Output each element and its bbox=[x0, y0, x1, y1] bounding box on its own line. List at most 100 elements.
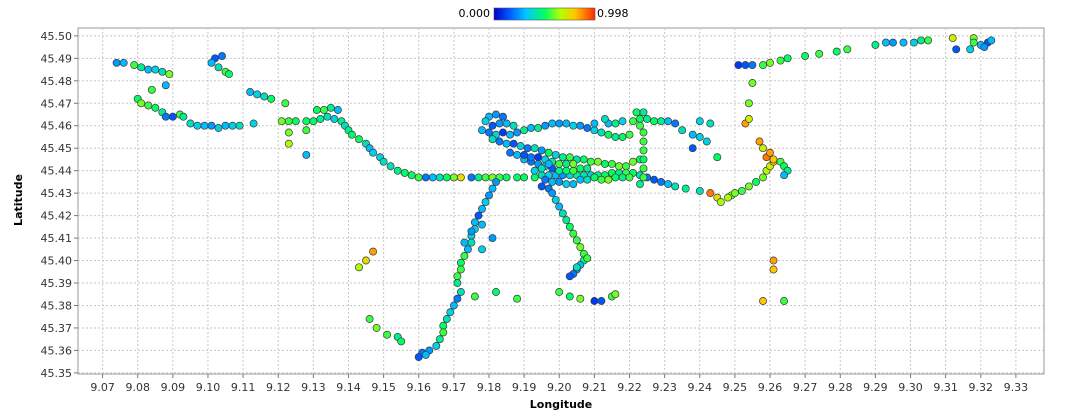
x-axis-title: Longitude bbox=[530, 398, 592, 411]
data-point bbox=[316, 115, 325, 123]
data-point bbox=[952, 45, 961, 54]
plot-area bbox=[77, 27, 1045, 375]
data-point bbox=[744, 99, 753, 108]
data-point bbox=[695, 117, 704, 126]
data-point bbox=[600, 115, 609, 123]
data-point bbox=[309, 117, 318, 126]
data-point bbox=[474, 211, 483, 220]
data-point bbox=[576, 294, 585, 303]
data-point bbox=[706, 119, 715, 128]
data-point bbox=[478, 204, 486, 213]
data-point bbox=[474, 173, 483, 182]
data-point bbox=[555, 159, 564, 168]
data-point bbox=[369, 247, 378, 256]
data-point bbox=[165, 70, 174, 79]
data-point bbox=[671, 182, 680, 191]
data-point bbox=[681, 184, 690, 193]
data-point bbox=[562, 166, 571, 175]
x-tick-label: 9.22 bbox=[617, 381, 642, 394]
data-point bbox=[362, 256, 370, 265]
data-point bbox=[414, 173, 423, 182]
data-point bbox=[456, 173, 465, 182]
x-tick-label: 9.32 bbox=[969, 381, 994, 394]
data-point bbox=[555, 119, 564, 128]
y-tick-label: 45.47 bbox=[41, 97, 73, 110]
data-point bbox=[801, 52, 810, 61]
y-tick-label: 45.35 bbox=[41, 367, 73, 380]
data-point bbox=[597, 128, 606, 137]
data-point bbox=[302, 150, 311, 159]
y-tick-label: 45.46 bbox=[41, 120, 73, 133]
data-point bbox=[569, 159, 578, 168]
data-point bbox=[759, 173, 767, 182]
data-point bbox=[137, 63, 146, 72]
data-point bbox=[481, 198, 490, 207]
data-point bbox=[435, 335, 444, 344]
data-point bbox=[597, 175, 606, 184]
data-point bbox=[355, 263, 363, 272]
data-point bbox=[611, 290, 620, 299]
data-point bbox=[706, 189, 715, 198]
data-point bbox=[569, 121, 578, 130]
x-tick-label: 9.15 bbox=[371, 381, 396, 394]
data-point bbox=[513, 150, 522, 159]
y-tick-label: 45.37 bbox=[41, 322, 73, 335]
data-point bbox=[168, 112, 177, 121]
data-point bbox=[249, 119, 258, 128]
data-point bbox=[509, 121, 518, 130]
data-point bbox=[639, 155, 648, 164]
data-point bbox=[414, 353, 423, 362]
data-point bbox=[530, 144, 539, 153]
data-point bbox=[453, 279, 462, 287]
data-point bbox=[555, 202, 564, 211]
data-point bbox=[636, 121, 644, 130]
data-point bbox=[506, 148, 515, 157]
x-tick-label: 9.23 bbox=[652, 381, 677, 394]
data-point bbox=[485, 128, 493, 137]
data-point bbox=[456, 288, 465, 296]
data-point bbox=[780, 171, 789, 180]
data-point bbox=[260, 92, 269, 101]
data-point bbox=[112, 58, 121, 67]
data-point bbox=[583, 254, 592, 263]
data-point bbox=[643, 115, 652, 123]
data-point bbox=[235, 121, 244, 130]
colorbar-min-label: 0.000 bbox=[459, 7, 491, 20]
data-point bbox=[551, 150, 560, 159]
data-point bbox=[161, 81, 170, 90]
x-tick-label: 9.09 bbox=[161, 381, 186, 394]
data-point bbox=[759, 61, 767, 70]
data-point bbox=[586, 157, 595, 166]
data-point bbox=[569, 180, 578, 189]
data-point bbox=[161, 112, 170, 121]
data-point bbox=[618, 117, 627, 126]
data-point bbox=[537, 164, 546, 173]
data-point bbox=[678, 126, 687, 135]
data-point bbox=[506, 130, 515, 139]
y-tick-label: 45.49 bbox=[41, 52, 73, 65]
data-point bbox=[737, 186, 746, 195]
x-tick-label: 9.28 bbox=[828, 381, 853, 394]
data-point bbox=[218, 52, 226, 61]
data-point bbox=[330, 115, 339, 123]
data-point bbox=[625, 130, 634, 139]
data-point bbox=[478, 220, 486, 229]
data-point bbox=[467, 227, 476, 236]
x-tick-label: 9.20 bbox=[547, 381, 572, 394]
data-points bbox=[112, 34, 996, 362]
data-point bbox=[734, 61, 743, 70]
data-point bbox=[759, 297, 767, 305]
x-tick-label: 9.30 bbox=[898, 381, 923, 394]
colorbar: 0.000 0.998 bbox=[459, 7, 629, 21]
data-point bbox=[302, 126, 311, 135]
data-point bbox=[516, 142, 525, 150]
data-point bbox=[246, 88, 255, 96]
data-point bbox=[467, 173, 476, 182]
data-point bbox=[590, 173, 599, 182]
data-point bbox=[449, 173, 458, 182]
data-point bbox=[639, 164, 648, 173]
x-axis: 9.07 9.08 9.09 9.10 9.11 9.12 9.13 9.14 9.15 9.16… bbox=[90, 374, 1028, 394]
data-point bbox=[397, 337, 406, 346]
data-point bbox=[650, 117, 659, 126]
data-point bbox=[537, 182, 546, 191]
